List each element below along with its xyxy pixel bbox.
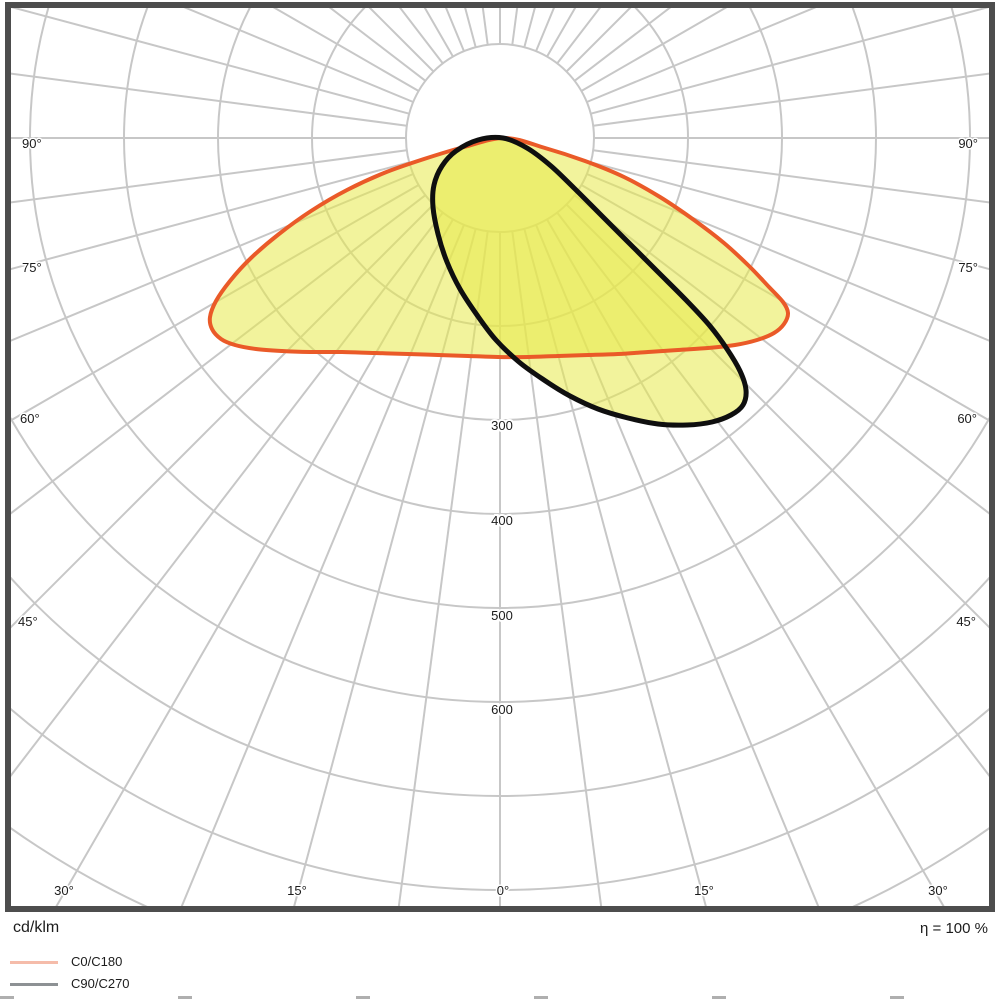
curve-c90-c270 (430, 134, 749, 428)
grid-ray (593, 149, 989, 204)
grid-ray (511, 231, 603, 906)
grid-ray (593, 72, 989, 127)
legend-label: C90/C270 (71, 976, 130, 991)
grid-ray (565, 8, 632, 73)
polar-chart-svg: 300 400 500 600 90° 75° 60° 45° 90° 75° 60° 45° 30° 1… (5, 2, 995, 912)
grid-ray (590, 161, 989, 271)
grid-ray (11, 161, 410, 271)
angle-label: 60° (957, 411, 977, 426)
cropped-content-marks (0, 996, 1000, 999)
grid-ray (55, 218, 454, 906)
angle-label: 15° (694, 883, 714, 898)
grid-ray (535, 224, 820, 906)
grid-ray (423, 8, 454, 58)
angle-label: 75° (22, 260, 42, 275)
ring-value-label: 600 (491, 702, 513, 717)
ring-value-label: 300 (491, 418, 513, 433)
efficiency-label: η = 100 % (920, 920, 988, 937)
angle-label: 90° (22, 136, 42, 151)
angle-label: 0° (497, 883, 509, 898)
grid-ray (590, 8, 989, 115)
angle-label: 60° (20, 411, 40, 426)
legend-swatch-line (10, 983, 58, 986)
angle-label: 90° (958, 136, 978, 151)
grid-ray (183, 8, 414, 103)
legend-row: C0/C180 (0, 951, 500, 973)
grid-ray (399, 8, 444, 65)
legend-label: C0/C180 (71, 954, 123, 969)
ring-value-label: 400 (491, 513, 513, 528)
unit-label: cd/klm (13, 919, 60, 936)
angle-label: 75° (958, 260, 978, 275)
angle-label: 45° (18, 614, 38, 629)
plot-frame (5, 2, 995, 912)
grid-ray (368, 8, 435, 73)
grid-ray (293, 228, 477, 906)
footer-row: cd/klm η = 100 % (0, 919, 1000, 939)
grid-ray (11, 72, 407, 127)
curve-c0-c180 (207, 135, 791, 360)
angle-label: 30° (54, 883, 74, 898)
grid-ray (11, 149, 407, 204)
grid-ray (11, 173, 414, 342)
grid-ray (523, 228, 707, 906)
polar-intensity-plot: 300 400 500 600 90° 75° 60° 45° 90° 75° 60° 45° 30° 1… (5, 2, 995, 912)
grid-ray (586, 8, 817, 103)
grid-ray (11, 8, 410, 115)
angle-label: 15° (287, 883, 307, 898)
grid-ray (180, 224, 465, 906)
grid-ray (556, 8, 601, 65)
legend: C0/C180 C90/C270 (0, 951, 500, 995)
ring-value-label: 500 (491, 608, 513, 623)
angle-label: 30° (928, 883, 948, 898)
grid-ray (11, 211, 444, 777)
angle-label: 45° (956, 614, 976, 629)
grid-ray (546, 8, 577, 58)
legend-row: C90/C270 (0, 973, 500, 995)
grid-ray (586, 173, 989, 342)
legend-swatch-line (10, 961, 58, 964)
grid-ray (397, 231, 489, 906)
